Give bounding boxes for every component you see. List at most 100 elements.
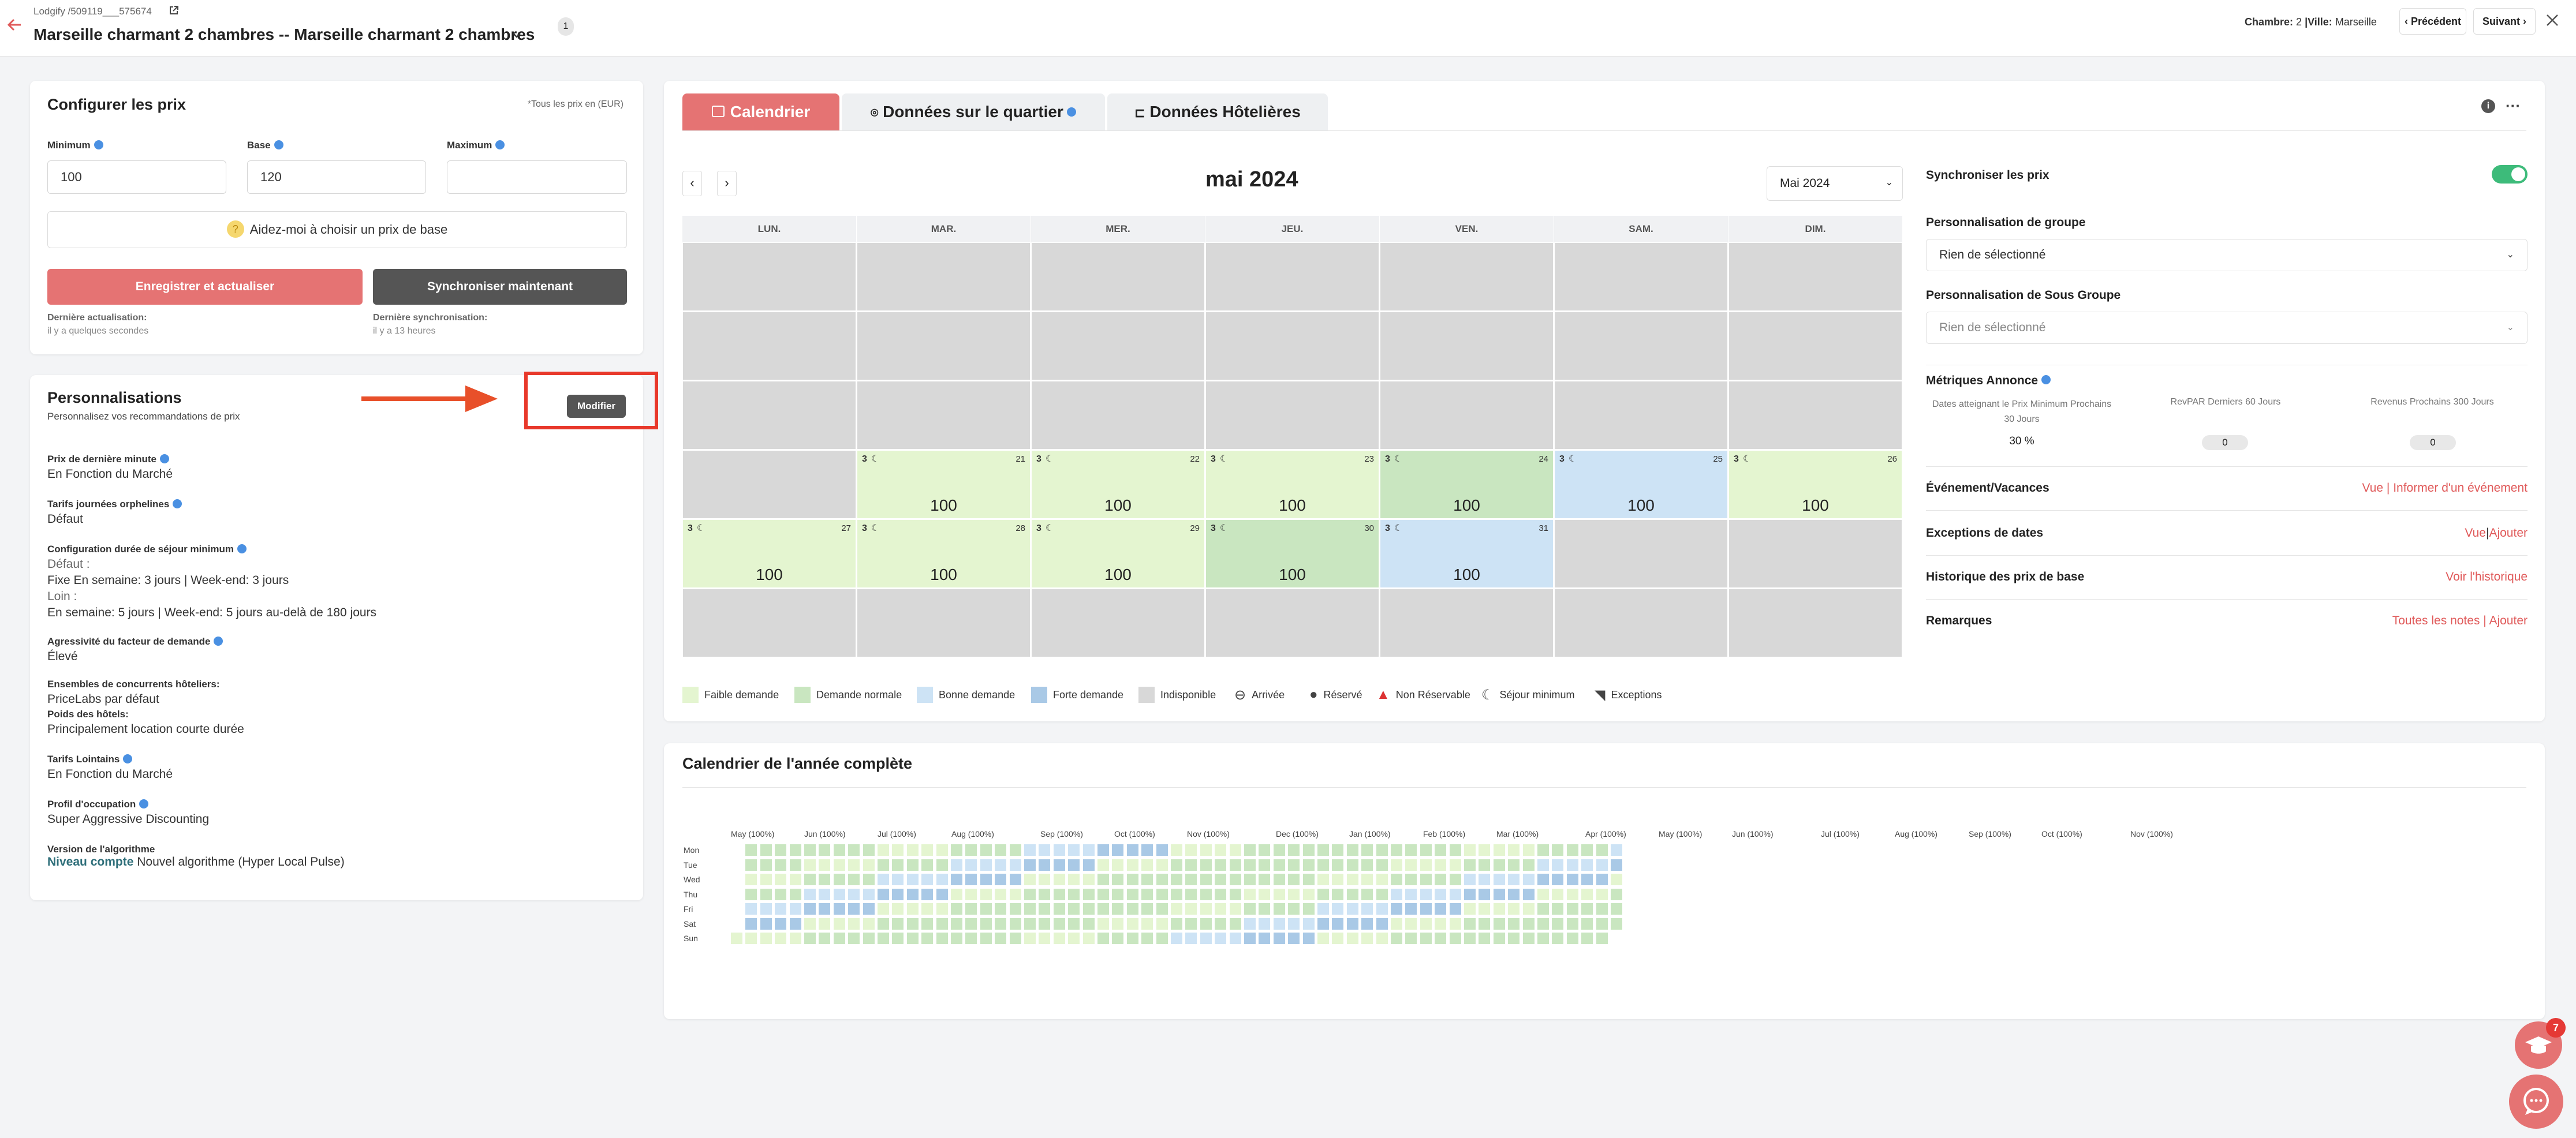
year-day-cell[interactable] bbox=[951, 888, 962, 900]
year-day-cell[interactable] bbox=[1332, 874, 1344, 885]
year-day-cell[interactable] bbox=[906, 874, 919, 885]
year-day-cell[interactable] bbox=[863, 874, 875, 885]
year-day-cell[interactable] bbox=[1068, 859, 1080, 871]
year-day-cell[interactable] bbox=[1581, 918, 1593, 930]
year-day-cell[interactable] bbox=[1361, 918, 1373, 930]
year-day-cell[interactable] bbox=[1171, 874, 1182, 885]
info-icon[interactable] bbox=[173, 499, 182, 508]
year-day-cell[interactable] bbox=[1361, 844, 1373, 856]
year-day-cell[interactable] bbox=[1537, 933, 1549, 944]
year-day-cell[interactable] bbox=[1581, 844, 1593, 856]
year-day-cell[interactable] bbox=[1053, 888, 1065, 900]
info-icon[interactable] bbox=[1066, 107, 1076, 117]
year-day-cell[interactable] bbox=[1215, 859, 1227, 871]
info-icon[interactable] bbox=[495, 140, 505, 149]
year-day-cell[interactable] bbox=[1449, 903, 1461, 915]
year-day-cell[interactable] bbox=[1068, 888, 1080, 900]
year-day-cell[interactable] bbox=[1097, 933, 1109, 944]
year-day-cell[interactable] bbox=[1361, 903, 1373, 915]
year-day-cell[interactable] bbox=[951, 874, 962, 885]
year-day-cell[interactable] bbox=[863, 918, 875, 930]
year-day-cell[interactable] bbox=[906, 844, 919, 856]
year-day-cell[interactable] bbox=[1200, 918, 1212, 930]
calendar-day-cell[interactable]: 3 ☾ 22 100 bbox=[1031, 450, 1205, 519]
year-day-cell[interactable] bbox=[848, 903, 860, 915]
year-day-cell[interactable] bbox=[789, 859, 801, 871]
year-day-cell[interactable] bbox=[1317, 844, 1329, 856]
year-day-cell[interactable] bbox=[995, 933, 1007, 944]
year-day-cell[interactable] bbox=[1391, 933, 1402, 944]
year-day-cell[interactable] bbox=[980, 844, 992, 856]
maximum-input[interactable] bbox=[447, 160, 627, 194]
year-day-cell[interactable] bbox=[1009, 918, 1021, 930]
year-day-cell[interactable] bbox=[995, 844, 1007, 856]
year-day-cell[interactable] bbox=[1068, 933, 1080, 944]
year-day-cell[interactable] bbox=[745, 903, 757, 915]
year-day-cell[interactable] bbox=[1464, 859, 1476, 871]
year-day-cell[interactable] bbox=[1376, 888, 1388, 900]
year-day-cell[interactable] bbox=[936, 918, 948, 930]
year-day-cell[interactable] bbox=[1302, 918, 1315, 930]
year-day-cell[interactable] bbox=[1302, 844, 1315, 856]
year-day-cell[interactable] bbox=[1288, 918, 1300, 930]
year-day-cell[interactable] bbox=[1097, 888, 1109, 900]
chevron-down-icon[interactable] bbox=[512, 31, 522, 38]
events-inform-link[interactable]: Informer d'un événement bbox=[2393, 481, 2528, 495]
year-day-cell[interactable] bbox=[1112, 859, 1124, 871]
calendar-day-cell[interactable]: 3 ☾ 31 100 bbox=[1380, 519, 1554, 588]
year-day-cell[interactable] bbox=[1317, 918, 1329, 930]
year-day-cell[interactable] bbox=[1581, 903, 1593, 915]
year-day-cell[interactable] bbox=[1537, 874, 1549, 885]
year-day-cell[interactable] bbox=[1611, 888, 1622, 900]
year-day-cell[interactable] bbox=[1566, 874, 1578, 885]
year-day-cell[interactable] bbox=[1405, 844, 1417, 856]
year-day-cell[interactable] bbox=[760, 933, 772, 944]
year-day-cell[interactable] bbox=[1024, 888, 1036, 900]
year-day-cell[interactable] bbox=[1552, 859, 1564, 871]
year-day-cell[interactable] bbox=[1346, 933, 1358, 944]
year-day-cell[interactable] bbox=[921, 933, 934, 944]
year-day-cell[interactable] bbox=[1493, 888, 1505, 900]
year-day-cell[interactable] bbox=[878, 918, 889, 930]
year-day-cell[interactable] bbox=[1611, 874, 1622, 885]
year-day-cell[interactable] bbox=[1039, 859, 1051, 871]
year-day-cell[interactable] bbox=[1229, 844, 1241, 856]
calendar-day-cell[interactable]: 3 ☾ 29 100 bbox=[1031, 519, 1205, 588]
account-level-link[interactable]: Niveau compte bbox=[47, 855, 134, 869]
year-day-cell[interactable] bbox=[1552, 903, 1564, 915]
year-day-cell[interactable] bbox=[1464, 874, 1476, 885]
year-day-cell[interactable] bbox=[1082, 888, 1095, 900]
year-day-cell[interactable] bbox=[1039, 918, 1051, 930]
year-day-cell[interactable] bbox=[1215, 918, 1227, 930]
year-day-cell[interactable] bbox=[1493, 874, 1505, 885]
year-day-cell[interactable] bbox=[1141, 859, 1153, 871]
year-day-cell[interactable] bbox=[1537, 918, 1549, 930]
year-day-cell[interactable] bbox=[1259, 888, 1271, 900]
year-day-cell[interactable] bbox=[1464, 918, 1476, 930]
year-day-cell[interactable] bbox=[1566, 859, 1578, 871]
year-day-cell[interactable] bbox=[1053, 844, 1065, 856]
year-day-cell[interactable] bbox=[848, 844, 860, 856]
events-view-link[interactable]: Vue bbox=[2362, 481, 2384, 495]
year-day-cell[interactable] bbox=[789, 888, 801, 900]
year-day-cell[interactable] bbox=[1039, 844, 1051, 856]
year-day-cell[interactable] bbox=[1009, 844, 1021, 856]
year-day-cell[interactable] bbox=[1435, 918, 1447, 930]
year-day-cell[interactable] bbox=[1391, 903, 1402, 915]
year-day-cell[interactable] bbox=[833, 874, 845, 885]
year-day-cell[interactable] bbox=[760, 859, 772, 871]
year-day-cell[interactable] bbox=[804, 933, 816, 944]
year-day-cell[interactable] bbox=[1273, 933, 1285, 944]
year-day-cell[interactable] bbox=[1112, 903, 1124, 915]
year-day-cell[interactable] bbox=[1581, 888, 1593, 900]
year-day-cell[interactable] bbox=[1420, 933, 1432, 944]
year-day-cell[interactable] bbox=[1112, 918, 1124, 930]
year-day-cell[interactable] bbox=[760, 918, 772, 930]
year-day-cell[interactable] bbox=[1376, 859, 1388, 871]
year-day-cell[interactable] bbox=[804, 844, 816, 856]
year-day-cell[interactable] bbox=[804, 888, 816, 900]
calendar-day-cell[interactable]: 3 ☾ 30 100 bbox=[1205, 519, 1379, 588]
year-day-cell[interactable] bbox=[1126, 874, 1138, 885]
year-day-cell[interactable] bbox=[892, 859, 904, 871]
info-icon[interactable] bbox=[2041, 375, 2051, 385]
